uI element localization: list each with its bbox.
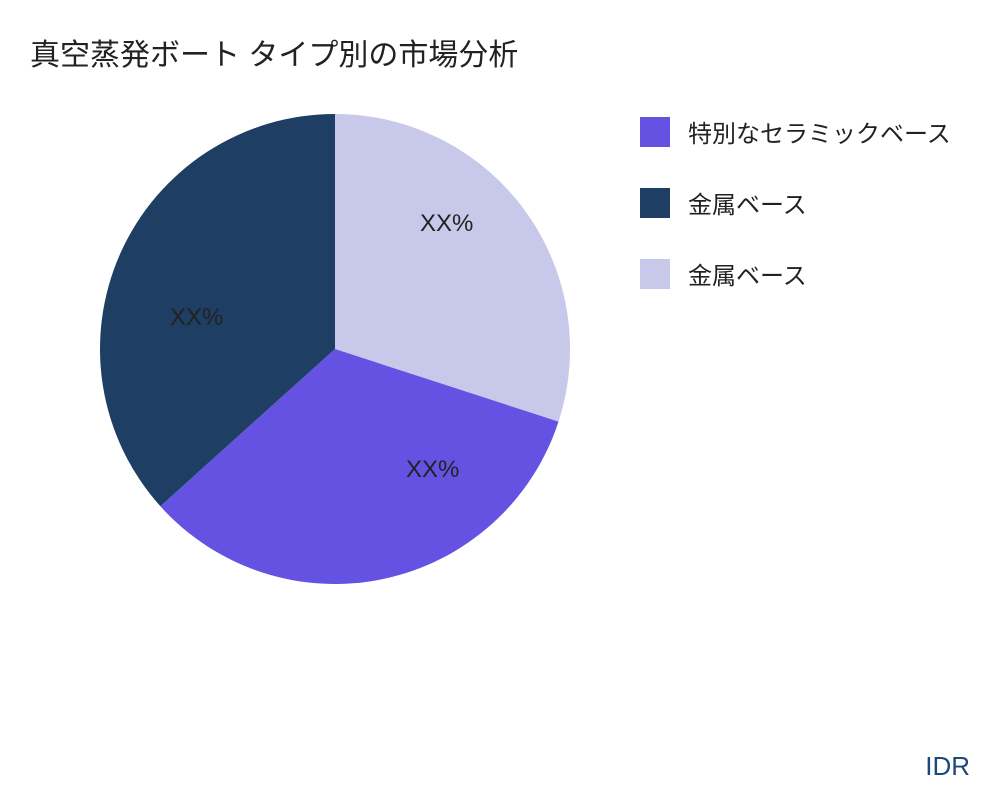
- slice-percent-label: XX%: [406, 456, 459, 484]
- legend-item: 特別なセラミックベース: [640, 114, 951, 149]
- legend-item: 金属ベース: [640, 256, 951, 291]
- footer-mark: IDR: [925, 751, 970, 782]
- legend-label: 金属ベース: [688, 185, 807, 220]
- slice-percent-label: XX%: [170, 304, 223, 332]
- slice-percent-label: XX%: [420, 210, 473, 238]
- legend-swatch: [640, 259, 670, 289]
- legend-label: 金属ベース: [688, 256, 807, 291]
- legend-swatch: [640, 117, 670, 147]
- chart-title: 真空蒸発ボート タイプ別の市場分析: [30, 30, 1000, 74]
- chart-container: 真空蒸発ボート タイプ別の市場分析 XX% XX% XX% 特別なセラミックベース金…: [0, 0, 1000, 800]
- legend-item: 金属ベース: [640, 185, 951, 220]
- pie-chart: XX% XX% XX%: [100, 114, 570, 584]
- pie-svg: [100, 114, 570, 584]
- legend: 特別なセラミックベース金属ベース金属ベース: [640, 114, 951, 327]
- legend-swatch: [640, 188, 670, 218]
- chart-area: XX%XX%XX% 特別なセラミックベース金属ベース金属ベース: [30, 114, 1000, 674]
- legend-label: 特別なセラミックベース: [688, 114, 951, 149]
